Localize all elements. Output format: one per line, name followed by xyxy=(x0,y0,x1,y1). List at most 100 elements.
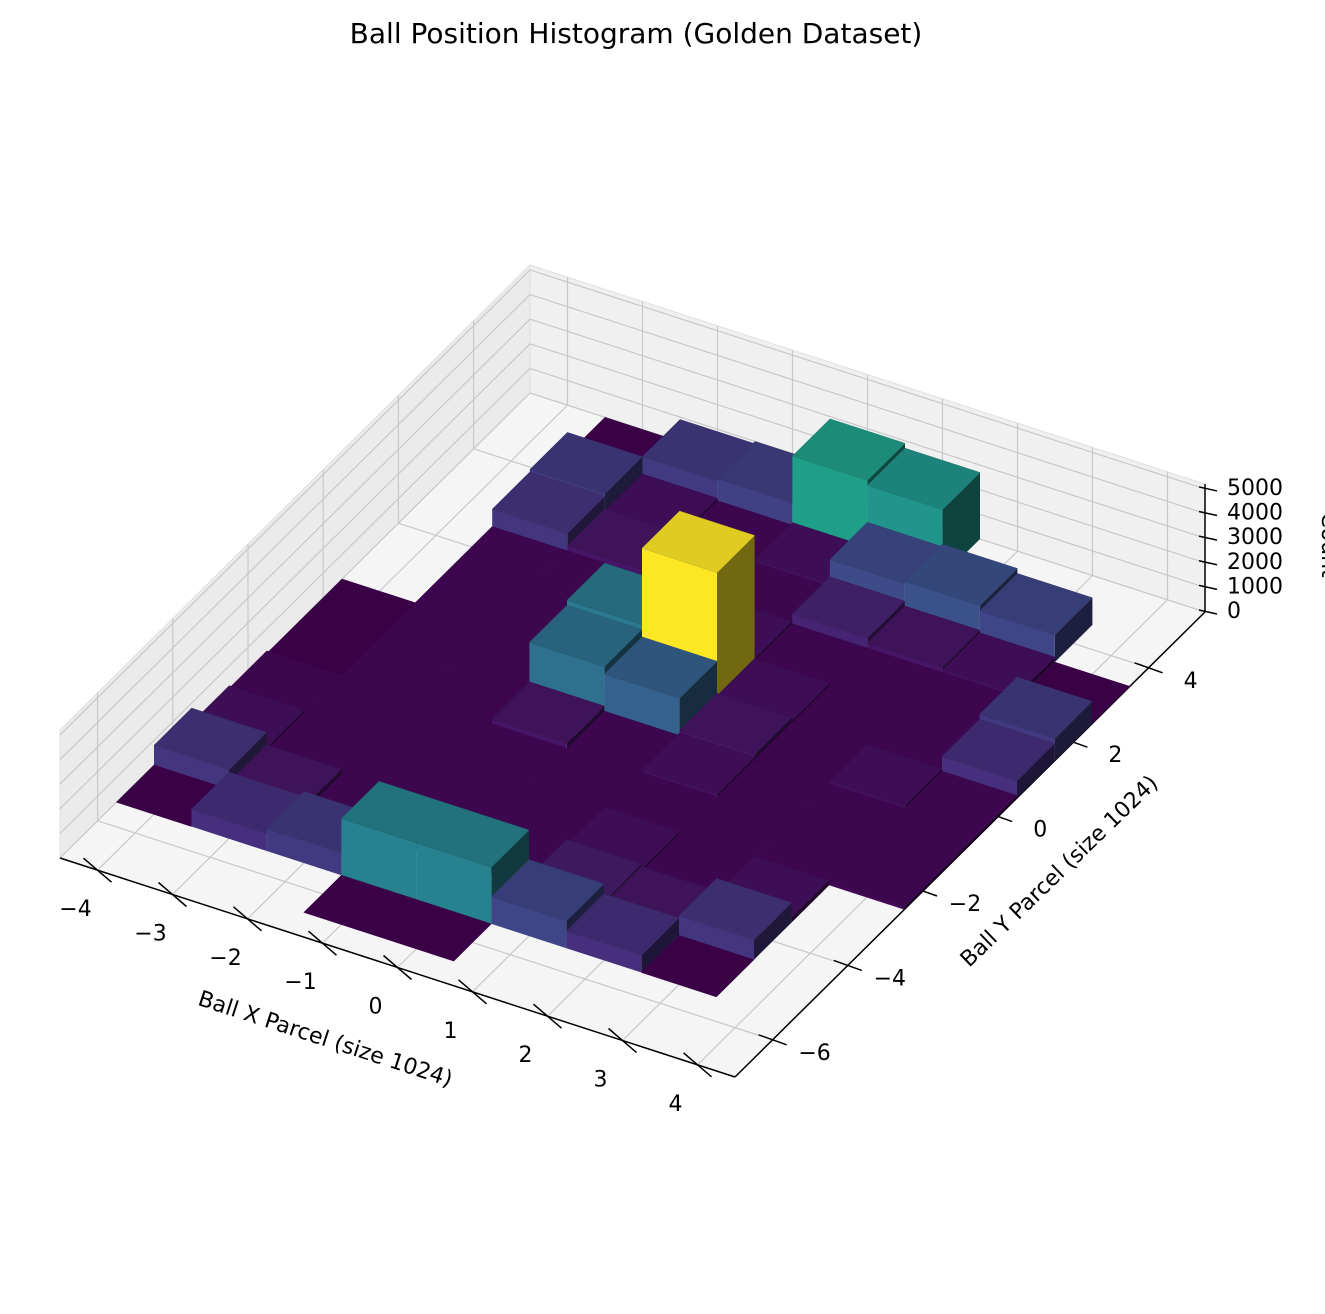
bar-top xyxy=(491,471,606,534)
bar-top xyxy=(904,543,1018,606)
bar-front xyxy=(266,828,342,876)
bar-top xyxy=(941,718,1056,782)
bar-side xyxy=(717,535,755,701)
bar-top xyxy=(529,432,643,495)
bar-top xyxy=(415,805,530,868)
y-tick-label: −4 xyxy=(874,966,906,991)
bar xyxy=(378,899,492,962)
bar-top xyxy=(791,576,906,639)
bar-top xyxy=(490,859,605,922)
z-tick xyxy=(1198,486,1218,492)
x-tick xyxy=(158,881,187,908)
bar-top xyxy=(378,899,492,962)
bar-front xyxy=(792,614,868,651)
y-tick-label: 2 xyxy=(1108,743,1122,768)
z-tick xyxy=(1198,609,1218,615)
bar xyxy=(491,471,606,554)
x-tick-label: 1 xyxy=(444,1019,458,1044)
bar-top xyxy=(565,893,680,956)
x-axis-label: Ball X Parcel (size 1024) xyxy=(195,987,455,1093)
bar-side xyxy=(941,832,980,873)
bar-top xyxy=(153,707,268,770)
bar-top xyxy=(979,676,1093,739)
grid-line xyxy=(59,318,531,785)
bar-front xyxy=(904,581,980,638)
x-tick xyxy=(83,857,112,883)
z-axis-label: Count xyxy=(1316,512,1325,578)
bar-top xyxy=(528,604,643,668)
bar xyxy=(603,636,718,738)
bar-side xyxy=(904,869,942,910)
bar-top xyxy=(640,935,755,998)
bar-top xyxy=(678,878,793,941)
bar-front xyxy=(829,882,905,910)
bar-front xyxy=(642,456,718,504)
bar-top xyxy=(828,845,943,908)
y-tick xyxy=(833,959,863,972)
bar-side xyxy=(641,918,679,973)
z-tick xyxy=(1198,584,1218,591)
bar-top xyxy=(641,732,755,795)
z-tick xyxy=(1198,510,1218,517)
y-tick xyxy=(1134,662,1163,674)
z-tick-label: 3000 xyxy=(1227,525,1283,550)
bar-side xyxy=(1054,701,1093,761)
x-tick xyxy=(383,954,412,981)
y-tick-label: 0 xyxy=(1033,818,1047,843)
grid-line xyxy=(59,367,531,834)
bar-front xyxy=(491,896,567,949)
x-tick-label: 2 xyxy=(519,1043,533,1068)
bar-top xyxy=(491,681,605,744)
z-tick xyxy=(1198,535,1218,541)
bar-top xyxy=(791,418,906,481)
x-tick xyxy=(533,1003,562,1029)
bar-side xyxy=(604,456,643,517)
grid-line xyxy=(59,269,531,736)
bar-front xyxy=(416,842,492,924)
x-tick-label: −4 xyxy=(59,897,91,922)
x-tick-label: 3 xyxy=(594,1068,608,1093)
grid-line xyxy=(59,343,531,810)
bar-front xyxy=(154,745,229,790)
x-tick-label: 0 xyxy=(369,995,383,1020)
bar xyxy=(565,893,680,973)
bar-side xyxy=(1054,597,1093,663)
z-tick-label: 4000 xyxy=(1227,501,1283,526)
bar-front xyxy=(529,642,605,714)
bar-front xyxy=(792,456,868,552)
y-tick-label: −2 xyxy=(949,892,981,917)
x-tick-label: 4 xyxy=(669,1092,683,1117)
bar-side xyxy=(679,661,717,738)
bar xyxy=(640,935,755,998)
z-tick-label: 5000 xyxy=(1227,476,1283,501)
bar xyxy=(678,878,793,960)
bar-top xyxy=(603,636,718,699)
bar-side xyxy=(979,795,1017,836)
bar-top xyxy=(641,510,756,573)
bar-front xyxy=(979,610,1055,663)
chart-title: Ball Position Histogram (Golden Dataset) xyxy=(350,17,923,50)
x-tick xyxy=(458,979,487,1005)
grid-line xyxy=(59,294,531,760)
bar-top xyxy=(979,573,1093,636)
x-tick xyxy=(308,930,337,956)
bar-front xyxy=(566,931,642,973)
y-tick xyxy=(758,1034,787,1046)
y-tick-label: −6 xyxy=(798,1041,830,1066)
bar-front xyxy=(679,915,754,960)
y-tick-label: 4 xyxy=(1184,669,1198,694)
x-tick xyxy=(233,906,262,932)
z-tick xyxy=(1198,560,1218,566)
bar xyxy=(941,718,1056,798)
bar-top xyxy=(866,605,981,668)
bar xyxy=(828,845,943,910)
x-tick-label: −2 xyxy=(209,946,241,971)
bar-top xyxy=(941,632,1056,695)
x-tick-label: −1 xyxy=(284,970,316,995)
grid-line xyxy=(529,318,1206,539)
bar-top xyxy=(866,447,981,510)
bar-top xyxy=(828,744,943,807)
x-tick xyxy=(683,1052,712,1078)
bar-front xyxy=(717,478,793,528)
